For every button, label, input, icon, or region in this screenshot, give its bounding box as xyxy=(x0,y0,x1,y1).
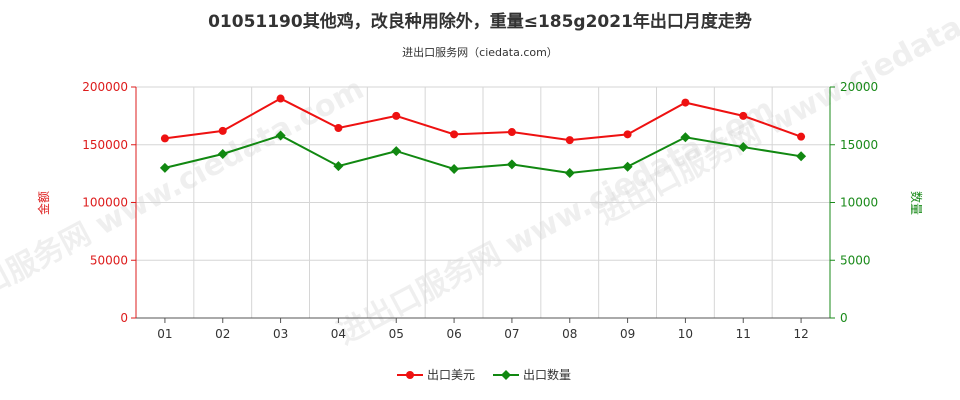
series-1-point-6 xyxy=(506,159,517,170)
y-left-tick-label-4: 200000 xyxy=(82,80,128,94)
y-right-axis-label: 数量 xyxy=(909,191,924,215)
axes: 0 50000 100000 150000 200000 0 5000 10000 15000 2… xyxy=(82,80,878,341)
series-1-point-3 xyxy=(333,161,344,172)
series-1-point-7 xyxy=(564,168,575,179)
x-tick-label-6: 07 xyxy=(504,327,519,341)
series-1-point-11 xyxy=(796,151,807,162)
grid xyxy=(135,86,831,319)
x-tick-label-7: 08 xyxy=(562,327,577,341)
chart-subtitle: 进出口服务网（ciedata.com） xyxy=(402,45,558,59)
series-0-point-10 xyxy=(739,111,748,120)
series-0-point-6 xyxy=(507,128,516,137)
series-layer xyxy=(159,94,807,179)
series-0-point-7 xyxy=(565,136,574,145)
x-tick-label-8: 09 xyxy=(620,327,635,341)
legend-label-0: 出口美元 xyxy=(427,368,475,382)
legend-marker-1 xyxy=(501,370,511,380)
series-line-1 xyxy=(164,134,802,175)
watermark-text-1: 进出口服务网 www.ciedata.com xyxy=(332,91,780,351)
x-tick-label-1: 02 xyxy=(215,327,230,341)
series-1-point-0 xyxy=(159,162,170,173)
x-tick-label-3: 04 xyxy=(331,327,346,341)
series-1-point-9 xyxy=(680,132,691,143)
series-0-point-0 xyxy=(160,134,169,143)
series-0-point-3 xyxy=(334,124,343,133)
legend-marker-0 xyxy=(406,371,414,379)
series-0-point-8 xyxy=(623,130,632,139)
y-right-tick-label-3: 15000 xyxy=(840,138,878,152)
series-0-point-4 xyxy=(392,111,401,120)
x-tick-label-2: 03 xyxy=(273,327,288,341)
x-tick-label-10: 11 xyxy=(736,327,751,341)
y-right-tick-label-2: 10000 xyxy=(840,196,878,210)
series-0-point-11 xyxy=(797,132,806,141)
y-right-tick-label-4: 20000 xyxy=(840,80,878,94)
series-0-point-2 xyxy=(276,94,285,103)
series-0-point-9 xyxy=(681,98,690,107)
x-tick-label-9: 10 xyxy=(678,327,693,341)
x-tick-label-4: 05 xyxy=(389,327,404,341)
series-1-point-10 xyxy=(738,142,749,153)
series-1-point-2 xyxy=(275,130,286,141)
series-0-point-1 xyxy=(218,126,227,135)
x-tick-label-11: 12 xyxy=(793,327,808,341)
series-1-point-4 xyxy=(391,146,402,157)
y-right-tick-label-1: 5000 xyxy=(840,253,871,267)
series-1-point-5 xyxy=(449,164,460,175)
y-left-tick-label-3: 150000 xyxy=(82,138,128,152)
series-line-0 xyxy=(164,97,802,142)
watermark-text-2: 进出口服务网 www.ciedata.com xyxy=(592,0,960,232)
series-1-point-8 xyxy=(622,161,633,172)
y-left-axis-label: 金额 xyxy=(36,191,51,215)
y-right-tick-label-0: 0 xyxy=(840,311,848,325)
series-0-point-5 xyxy=(450,130,459,139)
x-tick-label-0: 01 xyxy=(157,327,172,341)
y-left-tick-label-0: 0 xyxy=(120,311,128,325)
watermark-text-0: 进出口服务网 www.ciedata.com xyxy=(0,71,370,331)
chart-title: 01051190其他鸡，改良种用除外，重量≤185g2021年出口月度走势 xyxy=(208,11,752,32)
legend-label-1: 出口数量 xyxy=(523,367,571,382)
x-tick-label-5: 06 xyxy=(446,327,461,341)
legend: 出口美元 出口数量 xyxy=(397,367,571,382)
y-left-tick-label-1: 50000 xyxy=(90,253,128,267)
series-1-point-1 xyxy=(217,148,228,159)
y-left-tick-label-2: 100000 xyxy=(82,196,128,210)
